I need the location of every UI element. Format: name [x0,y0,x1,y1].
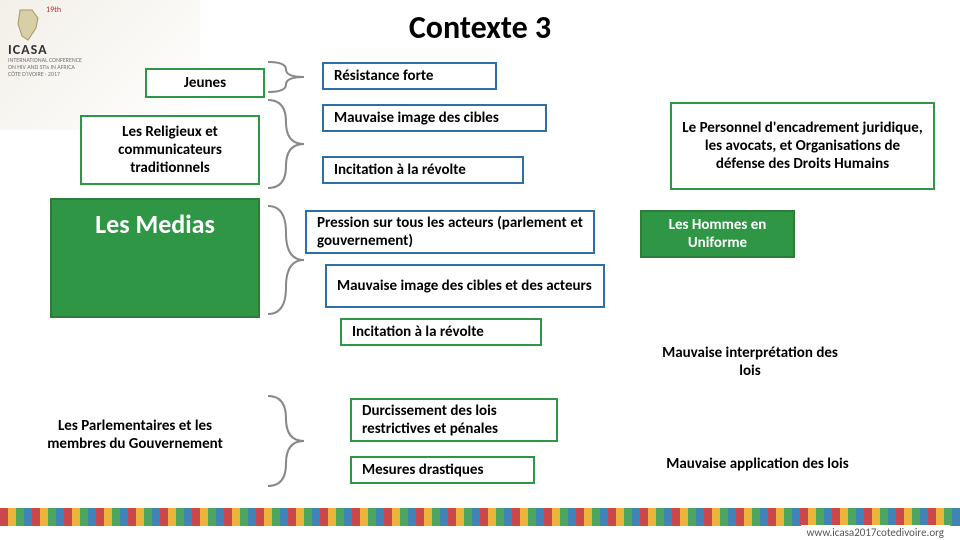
box-mauvaise-app: Mauvaise application des lois [630,450,885,478]
actor-medias: Les Medias [50,198,260,318]
box-mauvaise-app-label: Mauvaise application des lois [666,455,848,473]
box-mauvaise-image2-label: Mauvaise image des cibles et des acteurs [337,277,592,295]
box-mauvaise-interp: Mauvaise interprétation des lois [640,340,860,384]
actor-parlementaires: Les Parlementaires et les membres du Gou… [30,400,240,470]
box-resistance: Résistance forte [322,62,497,90]
box-pression-label: Pression sur tous les acteurs (parlement… [317,214,583,250]
box-mauvaise-interp-label: Mauvaise interprétation des lois [650,344,850,380]
box-mesures: Mesures drastiques [350,456,535,484]
box-personnel: Le Personnel d'encadrement juridique, le… [670,102,935,190]
box-incitation2: Incitation à la révolte [340,318,542,346]
box-mesures-label: Mesures drastiques [362,461,483,479]
logo-sub: INTERNATIONAL CONFERENCE ON HIV AND STIs… [8,57,82,77]
box-incitation2-label: Incitation à la révolte [352,323,484,341]
slide-title: Contexte 3 [0,8,960,47]
actor-jeunes-label: Jeunes [184,74,226,92]
actor-parlementaires-label: Les Parlementaires et les membres du Gou… [40,417,230,453]
box-durcissement: Durcissement des lois restrictives et pé… [350,398,558,442]
box-mauvaise-image-label: Mauvaise image des cibles [334,109,499,127]
box-resistance-label: Résistance forte [334,67,433,85]
footer-url: www.icasa2017cotedivoire.org [801,525,950,540]
box-uniforme: Les Hommes en Uniforme [640,210,795,258]
actor-religieux-label: Les Religieux et communicateurs traditio… [92,123,248,177]
box-incitation1: Incitation à la révolte [322,156,524,184]
box-durcissement-label: Durcissement des lois restrictives et pé… [362,402,546,438]
footer-pattern [0,508,960,526]
box-personnel-label: Le Personnel d'encadrement juridique, le… [682,119,923,173]
actor-jeunes: Jeunes [145,68,265,98]
box-mauvaise-image2: Mauvaise image des cibles et des acteurs [325,264,605,308]
box-incitation1-label: Incitation à la révolte [334,161,466,179]
box-uniforme-label: Les Hommes en Uniforme [652,216,783,252]
box-mauvaise-image: Mauvaise image des cibles [322,104,547,132]
actor-medias-label: Les Medias [95,208,215,240]
box-pression: Pression sur tous les acteurs (parlement… [305,210,595,254]
actor-religieux: Les Religieux et communicateurs traditio… [80,115,260,185]
